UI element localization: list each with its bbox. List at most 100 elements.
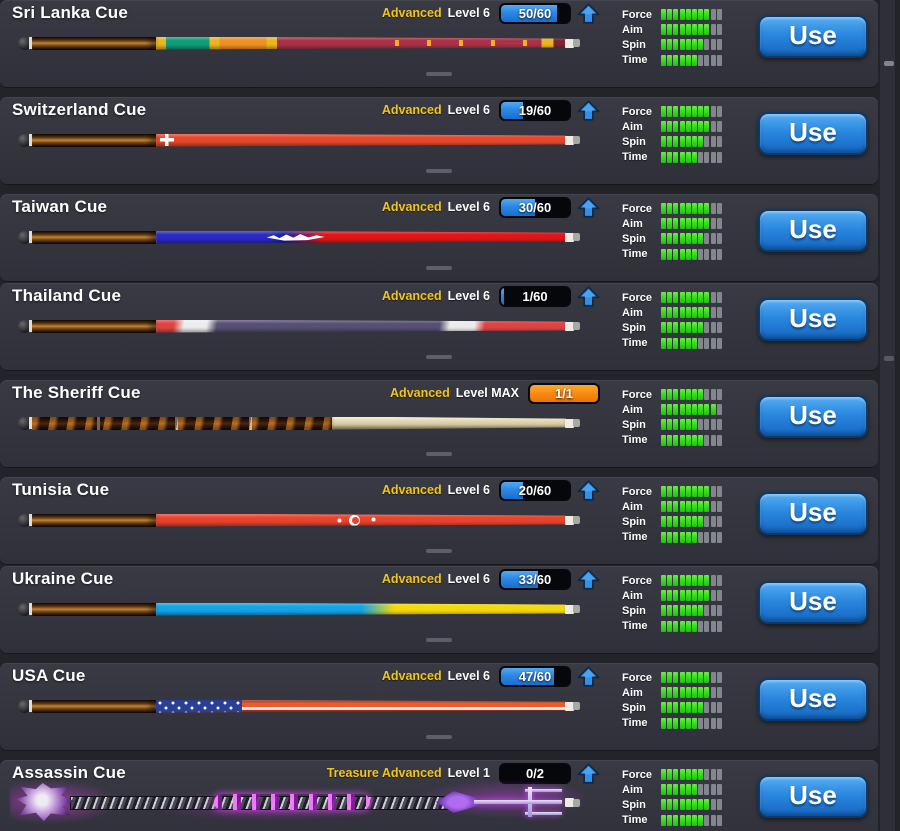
stat-bar-segment	[673, 814, 679, 826]
stat-bar-segment	[710, 292, 716, 303]
stat-row: Aim	[622, 590, 723, 602]
stat-bar-segment	[716, 672, 722, 683]
scrollbar[interactable]	[878, 0, 900, 831]
stat-bar-segment	[673, 486, 679, 497]
stat-bar	[661, 9, 723, 20]
cue-ring	[29, 603, 32, 615]
use-button[interactable]: Use	[758, 112, 868, 155]
cue-butt	[32, 36, 156, 50]
stat-label: Force	[622, 574, 652, 587]
use-button[interactable]: Use	[758, 298, 868, 341]
stat-bar-segment	[679, 136, 685, 148]
card-drag-handle[interactable]	[426, 452, 452, 456]
stat-row: Aim	[622, 687, 723, 699]
card-drag-handle[interactable]	[426, 638, 452, 642]
stat-bar-segment	[716, 322, 722, 334]
stat-bar-segment	[704, 672, 710, 683]
stat-bar-segment	[704, 203, 710, 214]
stat-row: Spin	[622, 233, 723, 245]
progress-pill-fill	[501, 4, 558, 22]
stat-bar-segment	[673, 620, 679, 632]
stat-bar-segment	[704, 307, 710, 319]
stat-row: Time	[622, 337, 723, 349]
stat-bar	[661, 136, 723, 148]
scrollbar-thumb[interactable]	[884, 356, 894, 361]
stat-bar-segment	[704, 39, 710, 51]
stat-label: Aim	[622, 217, 643, 230]
stat-bar-segment	[704, 531, 710, 543]
stat-row: Force	[622, 486, 723, 498]
cue-card: Assassin Cue Treasure Advanced Level 1 0…	[0, 760, 878, 831]
stat-bar-segment	[716, 307, 722, 319]
use-button[interactable]: Use	[758, 395, 868, 438]
stat-bar-segment	[716, 389, 722, 400]
stat-bar-segment	[698, 322, 704, 334]
stat-bar-segment	[685, 9, 691, 20]
stat-bar-segment	[661, 501, 666, 513]
cue-ring	[29, 417, 32, 429]
stat-bar-segment	[673, 233, 679, 245]
stat-bar-segment	[679, 672, 685, 683]
card-drag-handle[interactable]	[426, 549, 452, 553]
stat-bar-segment	[704, 136, 710, 148]
tier-label: Advanced	[381, 289, 442, 303]
cue-bumper	[18, 602, 31, 616]
stat-bar-segment	[667, 434, 673, 446]
stat-bar-segment	[698, 769, 704, 780]
stat-label: Time	[622, 531, 648, 544]
scrollbar-track[interactable]	[880, 0, 895, 831]
stat-bar-segment	[679, 54, 685, 66]
use-button[interactable]: Use	[758, 678, 868, 721]
upgrade-arrow-icon	[577, 285, 600, 307]
progress-text: 1/60	[522, 288, 548, 304]
stat-bar-segment	[667, 702, 673, 714]
stat-bar	[661, 486, 723, 497]
cue-card: USA Cue Advanced Level 6 47/60	[0, 663, 878, 750]
card-drag-handle[interactable]	[426, 169, 452, 173]
cue-card: Switzerland Cue Advanced Level 6 19/60	[0, 97, 878, 184]
cue-image	[18, 319, 580, 333]
stat-bar-segment	[667, 605, 673, 617]
use-button[interactable]: Use	[758, 775, 868, 818]
stat-bar-segment	[685, 672, 691, 683]
stat-bar-segment	[698, 531, 704, 543]
card-drag-handle[interactable]	[426, 355, 452, 359]
stat-bar-segment	[673, 307, 679, 319]
stat-bar-segment	[691, 337, 697, 349]
cue-tip	[573, 233, 580, 241]
stat-bar-segment	[673, 501, 679, 513]
card-drag-handle[interactable]	[426, 735, 452, 739]
stat-bar-segment	[716, 575, 722, 586]
stat-bar-segment	[667, 575, 673, 586]
scrollbar-thumb[interactable]	[884, 61, 894, 66]
stat-bar-segment	[710, 337, 716, 349]
stat-bar-segment	[691, 687, 697, 699]
cue-name: Thailand Cue	[12, 286, 122, 305]
stat-label: Time	[622, 151, 648, 164]
stat-bar-segment	[704, 24, 710, 36]
stat-bar-segment	[679, 531, 685, 543]
use-button[interactable]: Use	[758, 15, 868, 58]
cue-list: Sri Lanka Cue Advanced Level 6 50/60	[0, 0, 878, 831]
stat-bar	[661, 717, 723, 729]
stat-bar-segment	[661, 717, 666, 729]
card-drag-handle[interactable]	[426, 72, 452, 76]
card-drag-handle[interactable]	[426, 266, 452, 270]
stat-row: Force	[622, 769, 723, 781]
stat-bar-segment	[698, 24, 704, 36]
stat-bar-segment	[685, 248, 691, 260]
use-button[interactable]: Use	[758, 492, 868, 535]
stat-bar-segment	[667, 419, 673, 431]
stat-bar-segment	[691, 24, 697, 36]
stat-bar-segment	[685, 486, 691, 497]
stat-bar	[661, 605, 723, 617]
tier-label: Advanced	[381, 6, 442, 20]
stat-bar-segment	[698, 501, 704, 513]
use-button[interactable]: Use	[758, 581, 868, 624]
stat-bar-segment	[716, 486, 722, 497]
chain-links	[214, 794, 370, 810]
stat-bar-segment	[661, 702, 666, 714]
use-button[interactable]: Use	[758, 209, 868, 252]
stat-bar-segment	[698, 307, 704, 319]
